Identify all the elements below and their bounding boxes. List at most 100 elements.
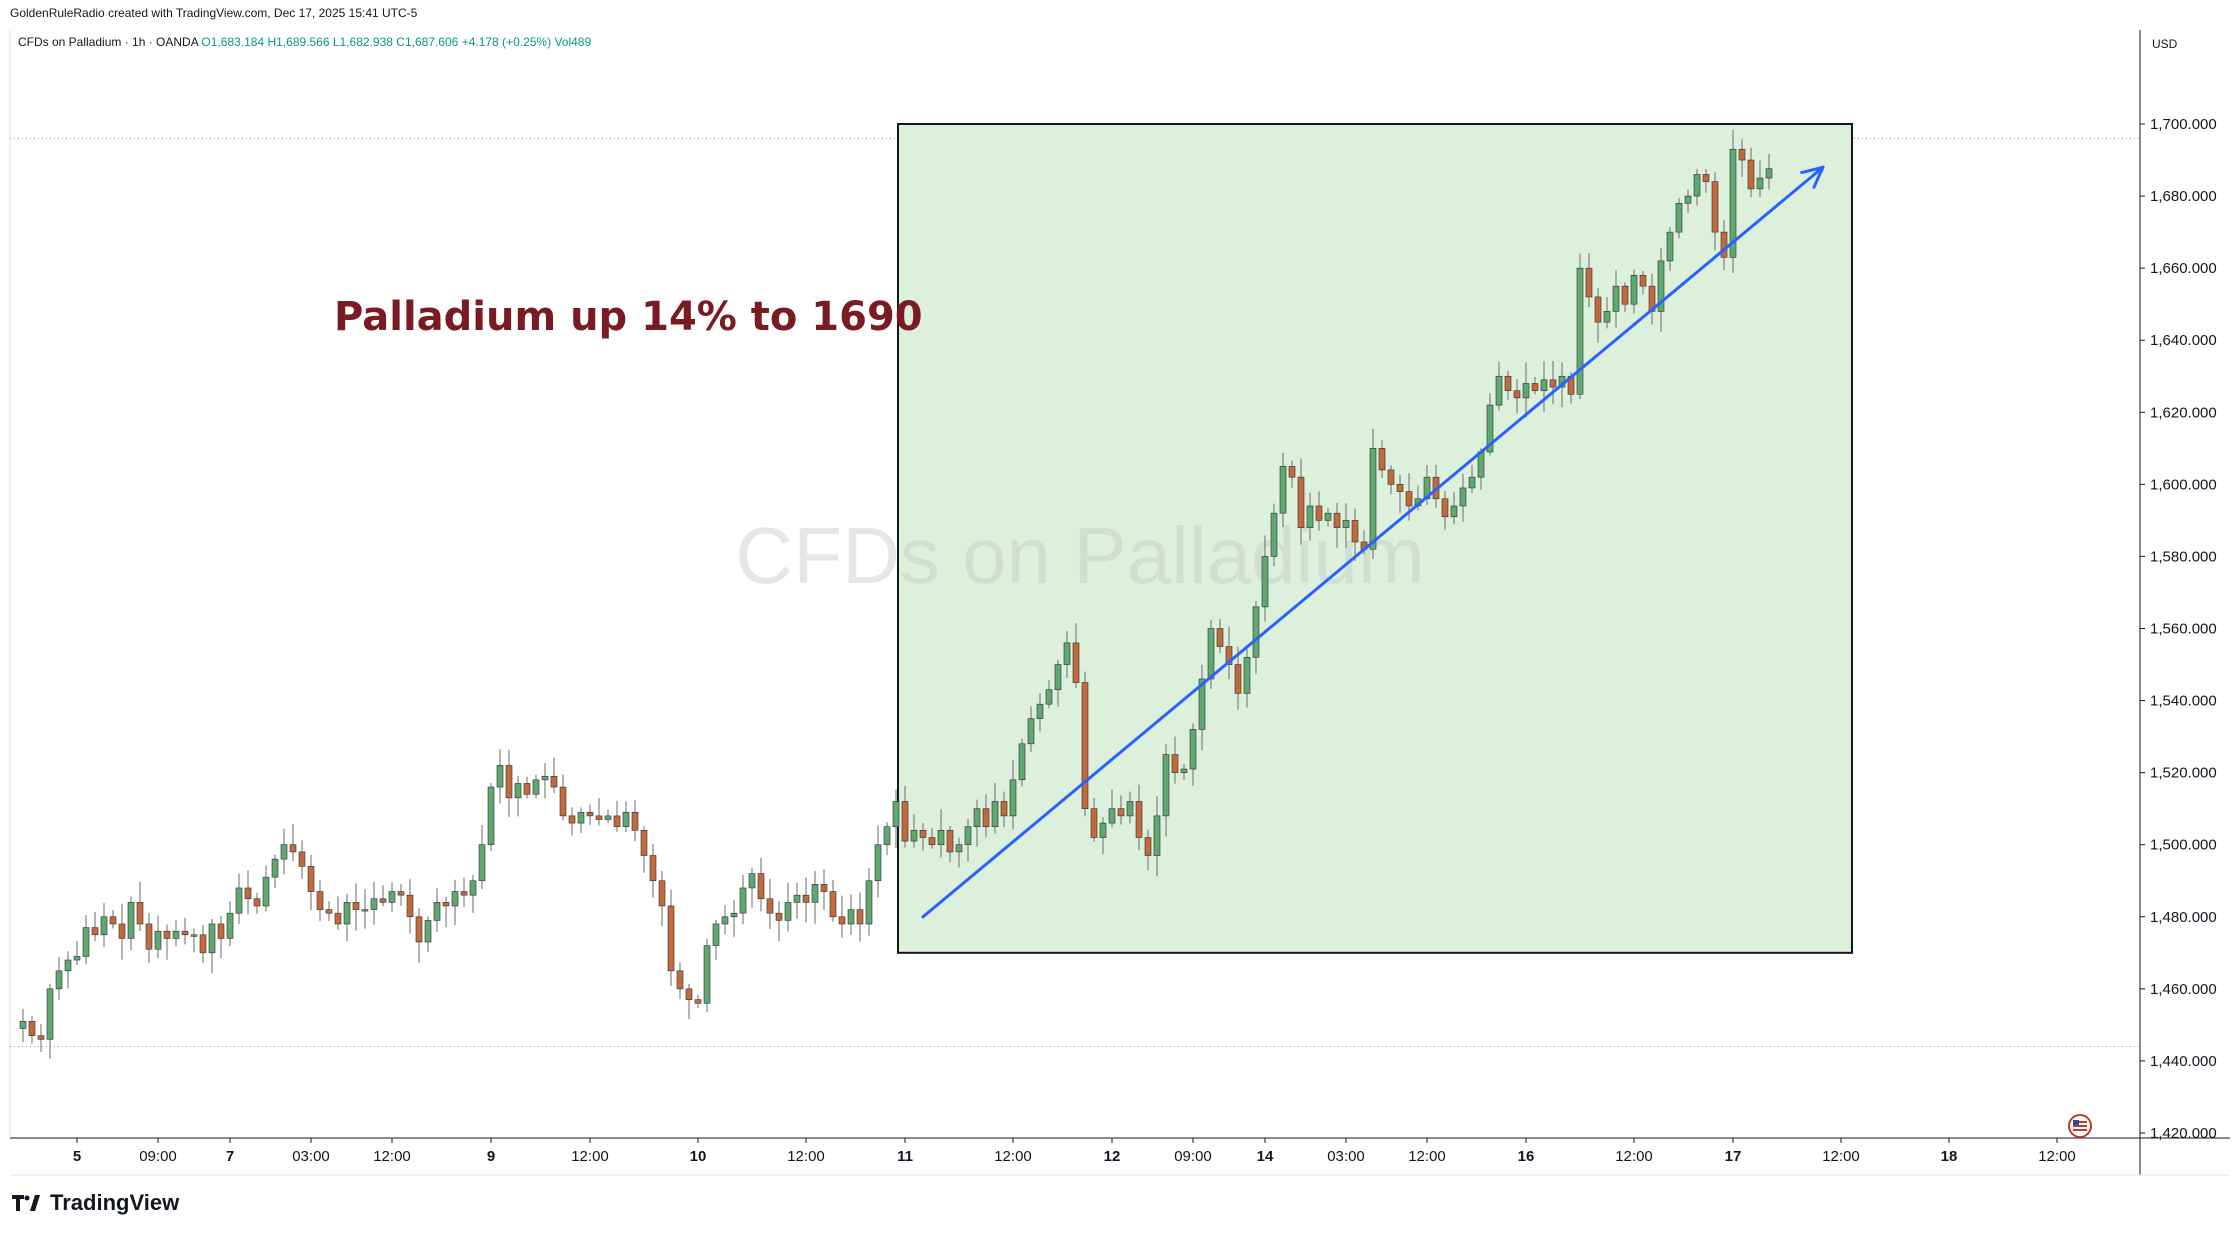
candle-body [172,930,180,939]
candle [766,878,774,930]
legend-close: C1,687.606 [396,35,459,49]
candle [1162,744,1170,837]
time-tick-label: 12:00 [571,1148,609,1165]
price-tick-label: 1,700.000 [2150,116,2217,133]
candle [1675,198,1683,239]
candle [28,1015,36,1044]
candle-body [127,902,135,939]
candle-body [1738,148,1746,161]
candle-body [1333,512,1341,528]
currency-label: USD [2152,37,2178,51]
candle-body [1126,801,1134,817]
candle [649,843,657,898]
tradingview-logo[interactable]: TradingView [12,1190,179,1216]
candle [1180,763,1188,781]
candle-body [874,844,882,882]
candle-body [73,956,81,961]
candle [595,798,603,826]
candle-body [1216,628,1224,647]
price-tick-label: 1,480.000 [2150,909,2217,926]
candle [667,889,675,986]
candle-body [370,898,378,910]
candle-body [1297,476,1305,528]
candle [1090,798,1098,842]
candle [892,789,900,849]
candle-body [856,909,864,925]
candle-body [712,923,720,946]
candle [1594,287,1602,343]
candle-body [658,880,666,907]
candle [1639,270,1647,295]
candle-body [1009,779,1017,817]
candle [1621,282,1629,313]
candle [991,782,999,834]
candle-body [1549,379,1557,388]
candle-body [1063,642,1071,665]
time-tick-label: 12:00 [994,1148,1032,1165]
candle [937,809,945,858]
candle [523,776,531,799]
candle-body [469,880,477,896]
candle [973,799,981,847]
candle-body [1243,657,1251,694]
candle-body [307,866,315,892]
time-tick-label: 7 [226,1148,234,1165]
candle [1261,535,1269,622]
candle-body [487,786,495,846]
time-tick-label: 5 [73,1148,81,1165]
candle [775,901,783,942]
candle [1099,817,1107,855]
candle-body [1531,383,1539,391]
candle [1072,623,1080,689]
us-flag-icon[interactable] [2068,1114,2092,1138]
candle [1171,736,1179,784]
candle [136,881,144,932]
candle [1540,361,1548,413]
candle-body [694,999,702,1004]
candle-body [937,829,945,846]
candle [730,899,738,937]
candle-body [1576,267,1584,395]
price-tick-label: 1,620.000 [2150,404,2217,421]
candle [91,911,99,942]
candle-body [208,923,216,954]
candle [1252,600,1260,674]
candle [793,882,801,919]
candle [559,774,567,821]
candle-body [676,970,684,990]
candle-body [1198,678,1206,730]
candle [541,762,549,799]
time-tick-label: 16 [1518,1148,1535,1165]
candle [1027,706,1035,752]
candle [1549,360,1557,405]
candle-body [1135,801,1143,838]
candle-body [199,934,207,954]
candle-body [1000,801,1008,817]
legend-volume: Vol489 [554,35,592,49]
candle [46,983,54,1059]
candle [1153,796,1161,877]
candle [847,894,855,935]
candle-body [1324,512,1332,521]
candle [1522,362,1530,418]
candle-body [1675,202,1683,233]
candle-body [748,873,756,889]
candle-body [946,829,954,853]
candle [1513,379,1521,414]
candle-body [1189,729,1197,770]
candle-body [1207,628,1215,680]
candle-body [964,826,972,846]
candle [262,865,270,912]
candle-body [1765,168,1773,179]
candle [379,885,387,907]
legend-symbol[interactable]: CFDs on Palladium · 1h · OANDA [18,35,199,49]
candle [100,903,108,948]
candle [1036,693,1044,732]
candle-body [1378,448,1386,471]
candle [361,889,369,929]
candle [334,896,342,930]
candle [1108,789,1116,828]
candle [307,854,315,911]
candle-body [1522,383,1530,399]
